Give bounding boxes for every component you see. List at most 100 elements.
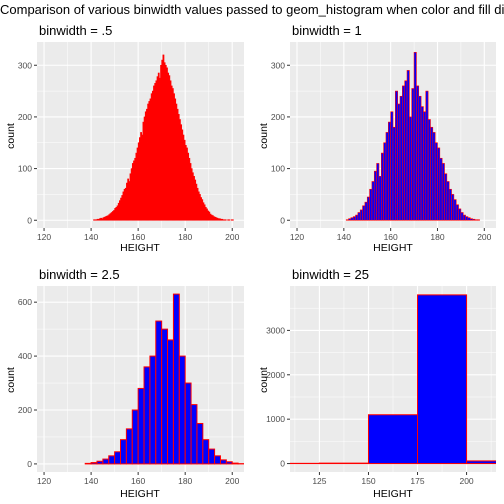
histogram-bar [413, 52, 417, 221]
x-axis-title: HEIGHT [373, 488, 413, 500]
histogram-bar [120, 439, 127, 465]
y-tick-label: 200 [18, 112, 32, 122]
x-tick-label: 120 [290, 232, 304, 242]
histogram-bar [228, 219, 231, 221]
histogram-bar [178, 355, 186, 465]
histogram-bar [373, 170, 377, 221]
x-tick-label: 180 [178, 476, 192, 486]
y-tick-label: 2000 [266, 370, 285, 380]
x-tick-label: 180 [178, 232, 192, 242]
histogram-bar [352, 216, 356, 221]
histogram-bar [418, 95, 422, 221]
histogram-bar [84, 462, 92, 465]
y-tick-label: 400 [18, 351, 32, 361]
histogram-bar [131, 409, 139, 465]
histogram-bar [444, 173, 448, 221]
histogram-bar [420, 106, 424, 221]
histogram-bar [390, 111, 394, 221]
histogram-bar [467, 217, 471, 221]
plot-area: 120 140 160 180 200 0 100 200 300 [271, 42, 496, 242]
x-tick-label: 140 [337, 232, 351, 242]
panel-title: binwidth = 2.5 [39, 267, 120, 282]
histogram-bar [392, 126, 396, 221]
y-axis-title: count [5, 367, 17, 393]
histogram-bar [96, 460, 104, 465]
x-axis-title: HEIGHT [120, 242, 160, 254]
x-tick-label: 140 [84, 476, 98, 486]
histogram-bar [362, 205, 366, 221]
histogram-bar [416, 85, 420, 221]
x-tick-label: 140 [84, 232, 98, 242]
histogram-bar [427, 119, 431, 221]
x-tick-label: 125 [312, 476, 326, 486]
histogram-bar [409, 116, 413, 221]
x-tick-label: 200 [477, 232, 491, 242]
histogram-bar [90, 462, 98, 465]
histogram-bar [376, 163, 380, 221]
histogram-bar [224, 219, 227, 221]
histogram-bar [225, 461, 233, 465]
histogram-bar [155, 320, 163, 465]
histogram-bar [357, 212, 361, 221]
y-tick-label: 0 [280, 459, 285, 469]
histogram-bar [231, 219, 234, 221]
y-tick-label: 3000 [266, 325, 285, 335]
histogram-bar [446, 181, 450, 221]
panel-title: binwidth = 1 [292, 23, 362, 38]
x-tick-label: 150 [361, 476, 375, 486]
y-axis-title: count [258, 367, 270, 393]
y-axis-title: count [258, 123, 270, 149]
histogram-bar [231, 462, 239, 465]
y-tick-label: 300 [271, 60, 285, 70]
y-tick-label: 100 [18, 164, 32, 174]
histogram-bar [388, 121, 391, 221]
x-tick-label: 120 [37, 232, 51, 242]
y-tick-label: 0 [280, 215, 285, 225]
histogram-bar [476, 219, 480, 221]
histogram-bar [441, 163, 445, 221]
histogram-bar [399, 95, 403, 221]
histogram-bar [395, 90, 398, 221]
histogram-bar [466, 460, 496, 465]
histogram-bar [462, 214, 466, 221]
bars [93, 54, 234, 221]
x-tick-label: 120 [37, 476, 51, 486]
histogram-bar [430, 126, 434, 221]
y-tick-label: 0 [27, 215, 32, 225]
bars [345, 52, 480, 221]
main-title: Comparison of various binwidth values pa… [0, 2, 504, 17]
histogram-bar [348, 218, 352, 221]
histogram-bar [425, 90, 429, 221]
histogram-bar [137, 387, 145, 465]
histogram-bar [411, 88, 415, 221]
histogram-bar [469, 218, 473, 221]
plot-area: 120 140 160 180 200 0 200 400 600 [18, 286, 244, 486]
histogram-bar [451, 194, 455, 221]
histogram-bar [406, 70, 410, 221]
histogram-bar [371, 181, 375, 221]
panel-title: binwidth = .5 [39, 23, 112, 38]
x-tick-label: 200 [459, 476, 473, 486]
panel-title: binwidth = 25 [292, 267, 369, 282]
y-tick-label: 200 [271, 112, 285, 122]
y-tick-label: 0 [27, 459, 32, 469]
x-axis-title: HEIGHT [120, 488, 160, 500]
histogram-bar [196, 422, 204, 465]
histogram-bar [378, 176, 382, 221]
histogram-bar [364, 201, 368, 221]
histogram-bar [474, 219, 478, 221]
histogram-bar [208, 448, 216, 465]
x-axis-title: HEIGHT [373, 242, 413, 254]
y-tick-label: 200 [18, 405, 32, 415]
y-tick-label: 100 [271, 164, 285, 174]
histogram-bar [350, 217, 354, 221]
histogram-bar [458, 208, 462, 221]
histogram-bar [202, 439, 210, 465]
histogram-bar [108, 455, 116, 465]
x-tick-label: 175 [410, 476, 424, 486]
histogram-bar [369, 188, 373, 221]
